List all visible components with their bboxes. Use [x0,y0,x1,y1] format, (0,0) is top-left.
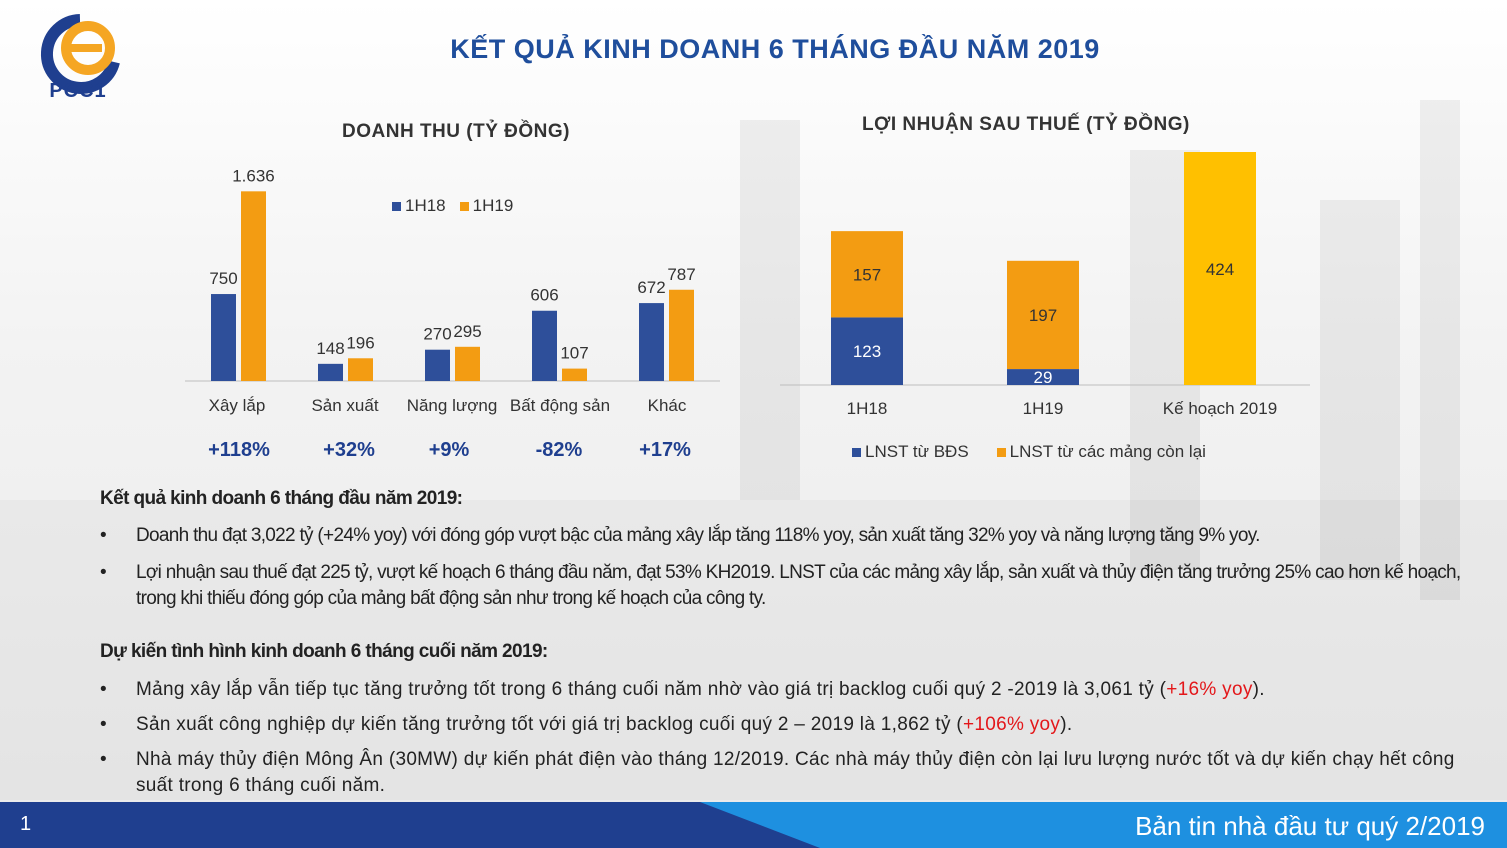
data-label: 270 [423,325,451,344]
legend-item-other: LNST từ các mảng còn lại [996,442,1206,462]
data-label: 196 [346,333,374,352]
legend-label: LNST từ các mảng còn lại [1009,442,1206,461]
data-label: 197 [1029,306,1057,325]
section-heading-outlook: Dự kiến tình hình kinh doanh 6 tháng cuố… [100,641,548,662]
legend-item-1h18: 1H18 [392,196,446,216]
background-building [1420,100,1460,600]
bullet-item: • Sản xuất công nghiệp dự kiến tăng trưở… [100,712,1480,738]
section-heading-results: Kết quả kinh doanh 6 tháng đầu năm 2019: [100,488,463,509]
bar-1h18 [211,294,236,381]
growth-value: +17% [639,439,691,461]
page-number: 1 [20,813,32,835]
bullet-end: ). [1060,714,1073,735]
category-label: Kế hoạch 2019 [1162,399,1278,418]
bullet-main-text: Mảng xây lắp vẫn tiếp tục tăng trưởng tố… [136,679,1167,700]
profit-chart-title: LỢI NHUẬN SAU THUẾ (TỶ ĐỒNG) [862,114,1190,135]
bar-1h19 [241,191,266,381]
legend-item-bds: LNST từ BĐS [852,442,969,462]
category-label: Sản xuất [311,396,379,415]
category-label: 1H19 [1022,399,1064,418]
bullet-text: Nhà máy thủy điện Mông Ân (30MW) dự kiến… [136,749,1455,796]
legend-swatch-blue [392,201,401,211]
profit-chart-legend: LNST từ BĐS LNST từ các mảng còn lại [852,442,1206,462]
plan-bar [1184,152,1256,385]
footer-title: Bản tin nhà đầu tư quý 2/2019 [1135,811,1485,841]
data-label: 295 [453,322,481,341]
category-label: 1H18 [846,399,888,418]
legend-label: 1H18 [405,196,446,215]
bullet-text: Sản xuất công nghiệp dự kiến tăng trưởng… [136,712,1480,738]
growth-value: -82% [535,439,583,461]
profit-stacked-chart: 123 157 29 197 424 [780,152,1310,387]
data-label: 123 [853,342,881,361]
segment-bds [1007,369,1079,385]
bar-1h18 [318,363,343,381]
bar-1h18 [425,349,450,381]
category-label: Xây lắp [208,396,266,415]
segment-other [831,231,903,318]
data-label: 672 [637,278,665,297]
bullet-dot: • [100,562,107,583]
data-label: 157 [853,265,881,284]
bullet-text: Mảng xây lắp vẫn tiếp tục tăng trưởng tố… [136,677,1480,703]
bullet-main-text: Sản xuất công nghiệp dự kiến tăng trưởng… [136,714,963,735]
bullet-text: Doanh thu đạt 3,022 tỷ (+24% yoy) với đó… [136,525,1260,546]
category-label: Bất động sản [509,396,611,415]
highlight-growth: +16% yoy [1166,679,1253,700]
bullet-end: ). [1252,679,1265,700]
bar-1h19 [562,368,587,381]
legend-swatch-orange [459,201,469,211]
data-label: 1.636 [232,166,275,185]
bullet-item: • Doanh thu đạt 3,022 tỷ (+24% yoy) với … [100,523,1480,549]
bullet-text: Lợi nhuận sau thuế đạt 225 tỷ, vượt kế h… [136,562,1461,609]
bar-1h19 [348,358,373,381]
bullet-item: • Mảng xây lắp vẫn tiếp tục tăng trưởng … [100,677,1480,703]
data-label: 750 [209,269,237,288]
background-building [0,500,1507,800]
legend-label: LNST từ BĐS [865,442,969,461]
revenue-chart-title: DOANH THU (TỶ ĐỒNG) [342,121,570,142]
data-label: 424 [1206,260,1234,279]
legend-swatch-orange [996,447,1006,457]
legend-label: 1H19 [472,196,514,215]
bullet-dot: • [100,525,107,546]
growth-value: +118% [208,439,270,461]
bar-1h19 [669,289,694,381]
data-label: 148 [316,339,344,358]
legend-swatch-blue [852,447,861,457]
background-building [740,120,800,500]
bullet-dot: • [100,679,107,700]
bullet-dot: • [100,714,107,735]
footer-bar [0,802,1507,848]
data-label: 107 [560,344,588,363]
category-label: Khác [647,396,687,415]
bar-1h18 [532,310,557,381]
growth-value: +9% [428,439,470,461]
highlight-growth: +106% yoy [962,714,1061,735]
background-building [1320,200,1400,580]
data-label: 606 [530,286,558,305]
bullet-item: • Nhà máy thủy điện Mông Ân (30MW) dự ki… [100,747,1480,799]
data-label: 787 [667,265,695,284]
segment-other [1007,260,1079,370]
revenue-chart-legend: 1H18 1H19 [392,196,513,216]
bullet-dot: • [100,749,107,770]
segment-bds [831,317,903,385]
bar-1h18 [639,303,664,381]
bullet-item: • Lợi nhuận sau thuế đạt 225 tỷ, vượt kế… [100,560,1480,612]
legend-item-1h19: 1H19 [459,196,514,216]
growth-value: +32% [323,439,375,461]
category-label: Năng lượng [406,396,498,415]
pcc1-logo [40,14,120,94]
page-title: KẾT QUẢ KINH DOANH 6 THÁNG ĐẦU NĂM 2019 [450,34,1100,64]
bar-1h19 [455,346,480,381]
data-label: 29 [1034,368,1053,387]
logo-text: PCC1 [49,80,107,102]
